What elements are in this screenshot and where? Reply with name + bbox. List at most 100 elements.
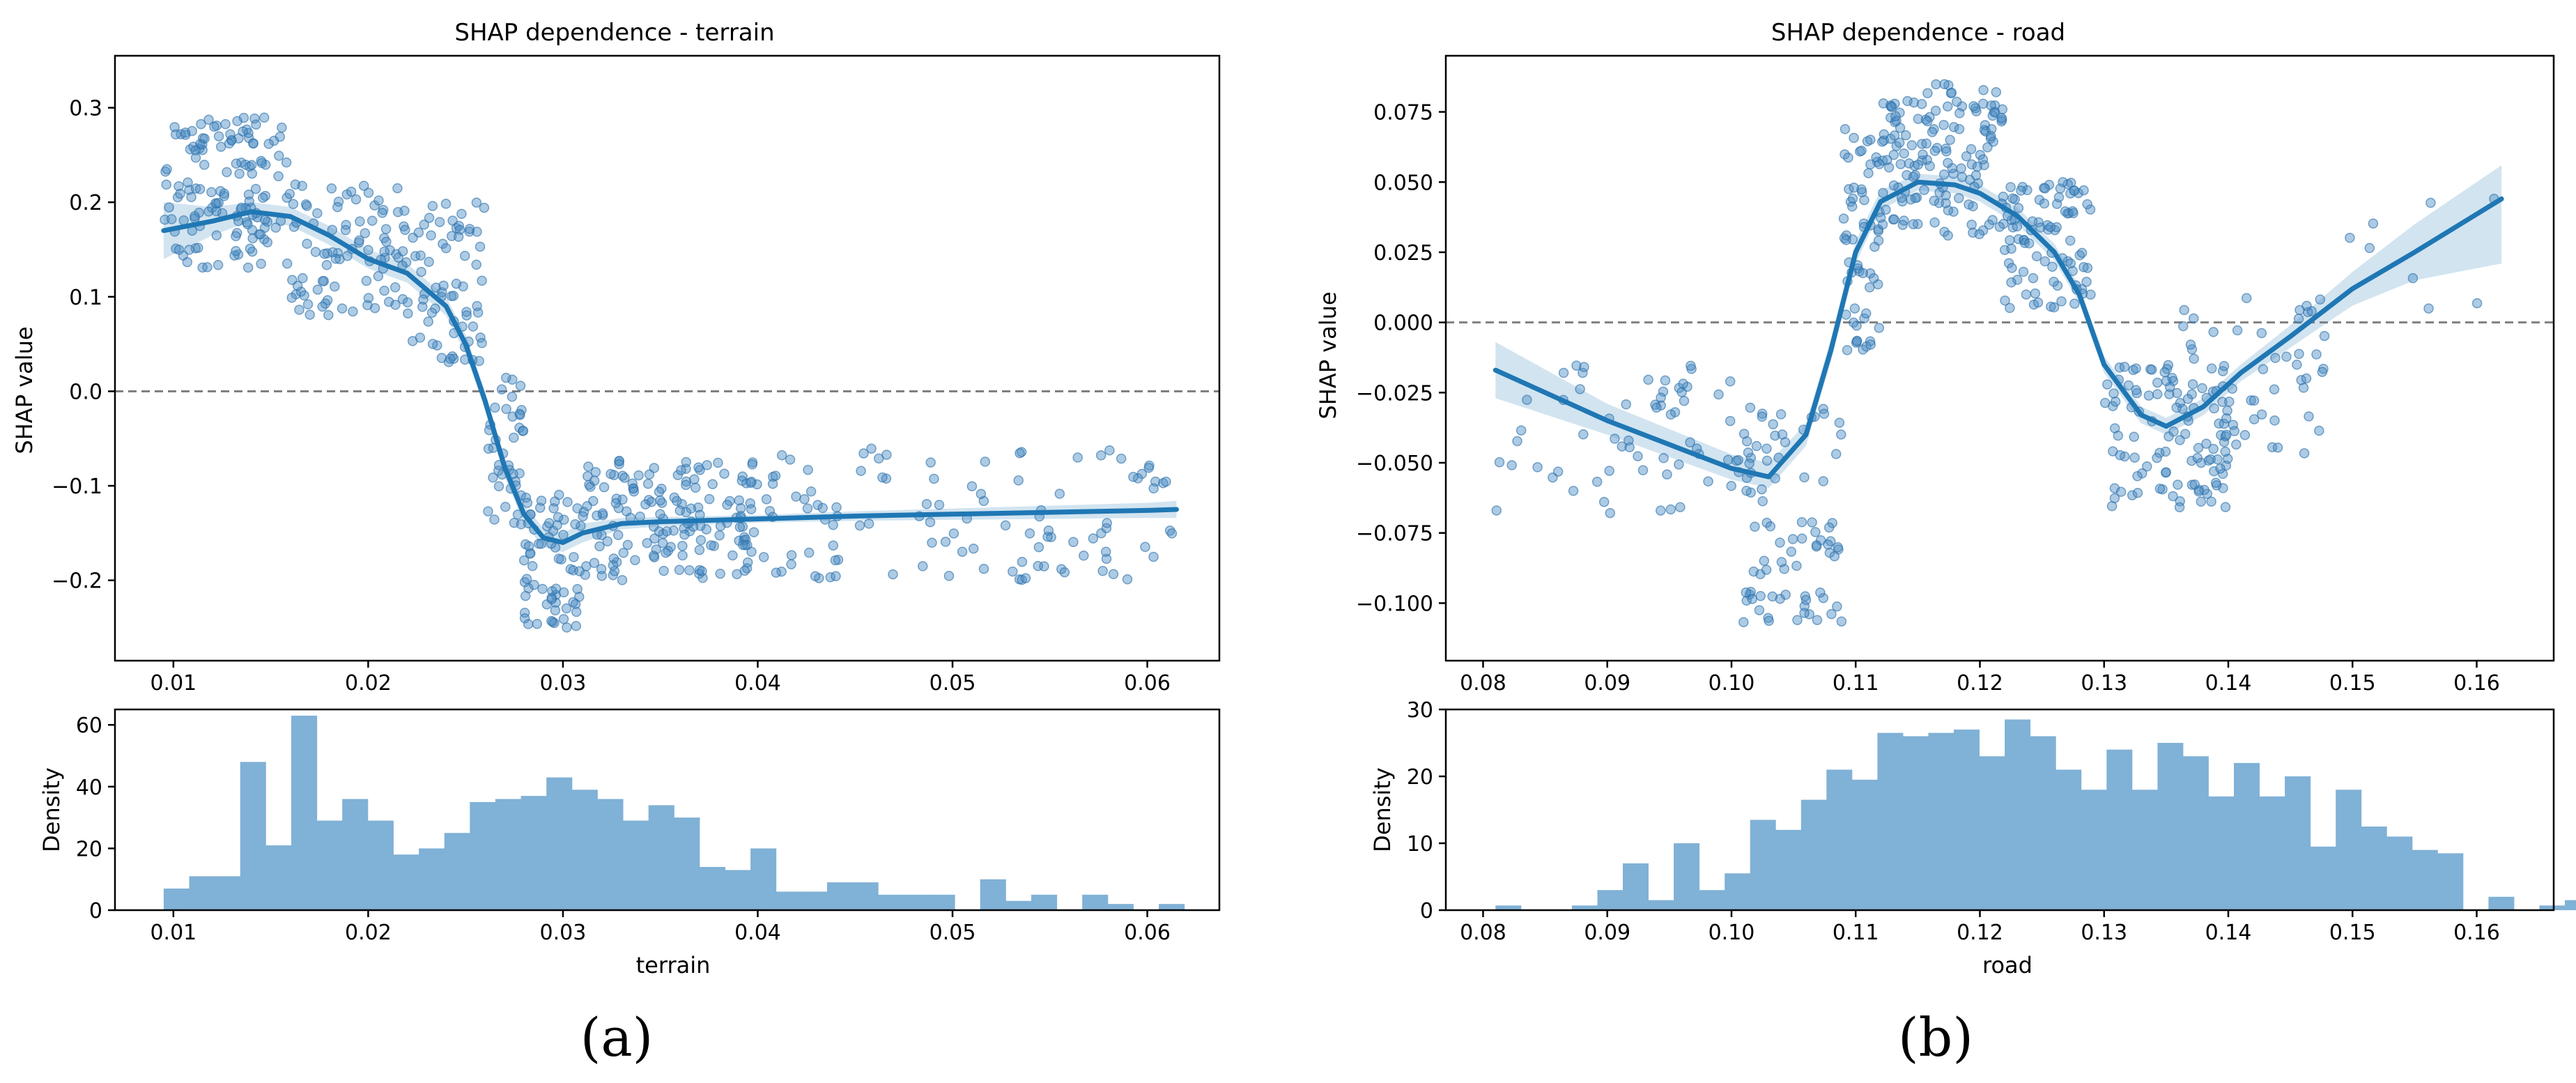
- scatter-point: [693, 502, 704, 513]
- histogram-bar: [1928, 732, 1954, 910]
- scatter-point: [1918, 149, 1928, 160]
- scatter-point: [1939, 79, 1950, 90]
- scatter-point: [1738, 429, 1750, 439]
- scatter-point: [397, 246, 408, 256]
- scatter-point: [642, 478, 654, 489]
- scatter-point: [689, 474, 700, 484]
- scatter-point: [424, 213, 435, 223]
- scatter-point: [2294, 348, 2304, 360]
- scatter-point: [613, 502, 624, 514]
- scatter-point: [738, 539, 748, 551]
- scatter-point: [489, 514, 500, 525]
- scatter-point: [1791, 560, 1802, 571]
- scatter-point: [1843, 152, 1853, 163]
- scatter-point: [863, 519, 874, 529]
- y-axis-label-shap-value: SHAP value: [1315, 291, 1341, 419]
- scatter-point: [1869, 241, 1880, 252]
- scatter-point: [2152, 377, 2163, 388]
- scatter-point: [1977, 225, 1989, 236]
- scatter-point: [292, 280, 303, 291]
- scatter-point: [532, 618, 543, 629]
- scatter-point: [1984, 220, 1995, 230]
- scatter-point: [2131, 363, 2141, 374]
- scatter-point: [321, 260, 332, 270]
- scatter-point: [1908, 219, 1919, 229]
- histogram-bars-road: [1495, 719, 2576, 910]
- scatter-point: [471, 259, 481, 270]
- scatter-point: [1591, 477, 1603, 487]
- scatter-point: [803, 547, 815, 558]
- scatter-point: [812, 500, 823, 510]
- scatter-point: [1994, 222, 2005, 232]
- scatter-point: [1617, 441, 1628, 452]
- scatter-point: [340, 224, 351, 236]
- scatter-point: [628, 486, 640, 497]
- scatter-point: [475, 241, 486, 252]
- scatter-point: [220, 118, 231, 130]
- scatter-point: [786, 559, 796, 569]
- scatter-point: [248, 138, 259, 149]
- histogram-bar: [189, 876, 215, 910]
- scatter-point: [173, 181, 184, 192]
- scatter-point: [2005, 182, 2016, 192]
- scatter-point: [298, 272, 308, 284]
- scatter-point: [1725, 415, 1736, 427]
- scatter-point: [805, 486, 817, 497]
- scatter-point: [1741, 485, 1752, 496]
- scatter-point: [2269, 384, 2280, 394]
- histogram-x-tick-label: 0.03: [540, 921, 587, 945]
- histogram-bar: [1571, 905, 1598, 910]
- scatter-point: [203, 206, 214, 217]
- scatter-point: [1675, 502, 1686, 512]
- scatter-point: [1910, 192, 1921, 203]
- trend-line: [161, 209, 1179, 545]
- scatter-point: [622, 539, 633, 551]
- chart-title-road: SHAP dependence - road: [1771, 19, 2065, 47]
- scatter-point: [1878, 187, 1888, 199]
- histogram-bar: [495, 799, 521, 910]
- scatter-point: [2056, 296, 2067, 307]
- scatter-point: [654, 486, 665, 498]
- scatter-point: [1929, 217, 1940, 228]
- main-x-tick-label: 0.06: [1124, 671, 1171, 696]
- scatter-point: [609, 566, 620, 576]
- scatter-point: [213, 259, 224, 270]
- scatter-point: [1651, 402, 1662, 413]
- scatter-point: [468, 321, 479, 332]
- scatter-point: [934, 500, 945, 510]
- scatter-point: [1748, 566, 1759, 577]
- scatter-point: [1836, 616, 1847, 627]
- scatter-point: [571, 620, 582, 631]
- scatter-point: [2471, 298, 2483, 309]
- scatter-point: [1674, 459, 1684, 470]
- scatter-point: [434, 217, 445, 227]
- scatter-point: [501, 372, 511, 383]
- scatter-point: [273, 171, 284, 182]
- scatter-point: [572, 583, 583, 594]
- scatter-point: [830, 555, 841, 566]
- scatter-point: [1908, 171, 1919, 183]
- histogram-bar: [648, 805, 674, 910]
- scatter-point: [583, 471, 593, 482]
- scatter-point: [1033, 542, 1044, 553]
- scatter-point: [259, 112, 270, 123]
- panel-a: SHAP dependence - terrain SHAP value Den…: [11, 19, 1221, 1068]
- scatter-point: [536, 539, 547, 549]
- scatter-point: [493, 481, 504, 492]
- scatter-point: [597, 508, 608, 519]
- main-y-tick-label: −0.1: [52, 475, 102, 499]
- axes-terrain: 0.01 0.01 0.02 0.02 0.03 0.03 0.04 0.04 0.05 0.05…: [52, 54, 1221, 945]
- scatter-point: [2021, 289, 2032, 300]
- scatter-point: [1913, 159, 1923, 170]
- scatter-point: [1761, 517, 1772, 528]
- scatter-point: [281, 258, 293, 269]
- scatter-point: [1102, 518, 1112, 528]
- scatter-point: [802, 503, 813, 514]
- scatter-point: [242, 219, 253, 230]
- scatter-point: [2212, 454, 2223, 465]
- scatter-point: [655, 509, 665, 520]
- scatter-point: [2108, 388, 2119, 399]
- scatter-point: [1966, 159, 1977, 170]
- x-axis-label-road: road: [1982, 952, 2033, 978]
- scatter-point: [2189, 353, 2199, 364]
